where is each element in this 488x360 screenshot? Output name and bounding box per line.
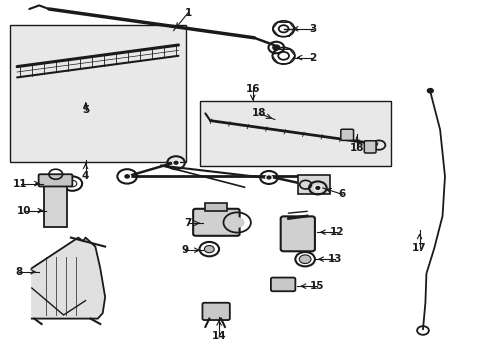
Circle shape: [264, 175, 272, 180]
Text: 13: 13: [327, 254, 342, 264]
Bar: [298, 175, 329, 194]
Bar: [205, 203, 227, 211]
FancyBboxPatch shape: [364, 141, 375, 153]
Text: 11: 11: [13, 179, 28, 189]
Text: 4: 4: [81, 171, 89, 181]
Circle shape: [172, 160, 180, 166]
Circle shape: [313, 185, 321, 191]
Text: 7: 7: [184, 218, 192, 228]
FancyBboxPatch shape: [193, 209, 239, 236]
Circle shape: [122, 173, 131, 180]
Polygon shape: [32, 238, 105, 319]
Text: 14: 14: [211, 330, 226, 341]
Text: 2: 2: [309, 53, 316, 63]
Circle shape: [427, 89, 432, 93]
Circle shape: [315, 186, 319, 189]
Circle shape: [272, 45, 279, 50]
Text: 17: 17: [411, 243, 426, 253]
Text: 18: 18: [349, 143, 364, 153]
Circle shape: [125, 175, 129, 178]
Circle shape: [299, 255, 310, 264]
Circle shape: [174, 161, 178, 164]
Text: 5: 5: [82, 105, 89, 115]
Text: 12: 12: [329, 227, 344, 237]
Text: 9: 9: [181, 245, 188, 255]
Text: 3: 3: [309, 24, 316, 34]
Text: 15: 15: [309, 281, 324, 291]
FancyBboxPatch shape: [280, 216, 314, 251]
Bar: [44, 185, 67, 227]
Circle shape: [229, 217, 244, 228]
Bar: [200, 101, 390, 166]
Circle shape: [204, 246, 214, 253]
Text: 10: 10: [17, 206, 32, 216]
Text: 6: 6: [338, 189, 345, 199]
Text: 16: 16: [245, 84, 260, 94]
Circle shape: [266, 176, 270, 179]
Text: 1: 1: [184, 8, 191, 18]
Bar: [10, 25, 185, 162]
Text: 8: 8: [15, 267, 22, 277]
FancyBboxPatch shape: [270, 278, 295, 291]
FancyBboxPatch shape: [39, 174, 72, 186]
FancyBboxPatch shape: [340, 129, 353, 140]
FancyBboxPatch shape: [202, 303, 229, 320]
Text: 18: 18: [251, 108, 266, 118]
